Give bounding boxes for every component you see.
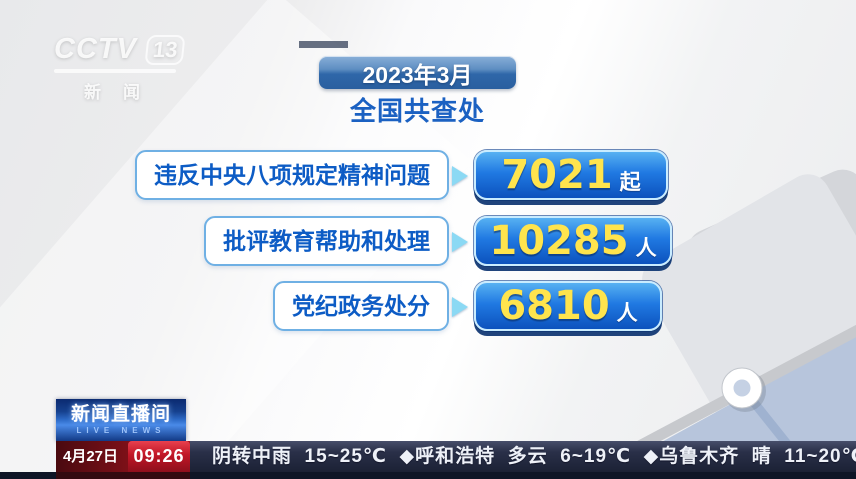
time-panel: 09:26 — [128, 441, 190, 472]
arrow-right-icon — [452, 232, 468, 252]
channel-bug-caption: 新闻 — [84, 83, 162, 102]
weather-ticker-text: 阴转中雨 15~25℃ ◆呼和浩特 多云 6~19℃ ◆乌鲁木齐 晴 11~20… — [212, 446, 856, 467]
stat-row-2: 批评教育帮助和处理 10285 人 — [0, 216, 856, 272]
stat-value-box: 7021 起 — [474, 150, 668, 200]
channel-bug-underline — [54, 69, 176, 73]
channel-number: 13 — [144, 34, 187, 65]
stat-value-box: 10285 人 — [474, 216, 672, 266]
arrow-right-icon — [452, 297, 468, 317]
datetime-bar: 4月27日 09:26 — [56, 441, 190, 472]
stat-row-1: 违反中央八项规定精神问题 7021 起 — [0, 150, 856, 206]
background-artifact — [299, 41, 348, 48]
stat-label: 党纪政务处分 — [273, 281, 449, 331]
stat-number: 10285 — [489, 218, 629, 264]
weather-ticker: 阴转中雨 15~25℃ ◆呼和浩特 多云 6~19℃ ◆乌鲁木齐 晴 11~20… — [190, 441, 856, 472]
cctv-logo-text: CCTV — [54, 33, 137, 65]
stat-label: 批评教育帮助和处理 — [204, 216, 449, 266]
headline-subtitle: 全国共查处 — [349, 96, 485, 126]
period-pill: 2023年3月 — [319, 56, 516, 89]
stat-row-3: 党纪政务处分 6810 人 — [0, 281, 856, 337]
stat-label: 违反中央八项规定精神问题 — [135, 150, 449, 200]
stat-number: 6810 — [498, 283, 610, 329]
bottom-strip-red-segment — [56, 472, 190, 479]
stat-unit: 起 — [619, 171, 641, 194]
location-pin-hole — [733, 379, 751, 397]
stat-unit: 人 — [616, 302, 638, 325]
arrow-right-icon — [452, 166, 468, 186]
program-logo: 新闻直播间 LIVE NEWS — [56, 399, 186, 441]
program-subtitle: LIVE NEWS — [76, 426, 166, 435]
channel-bug: CCTV 13 新闻 — [54, 33, 187, 103]
time-text: 09:26 — [133, 446, 185, 466]
date-text: 4月27日 — [63, 448, 119, 465]
bottom-strip — [0, 472, 856, 479]
stat-unit: 人 — [635, 237, 657, 260]
program-title: 新闻直播间 — [70, 404, 171, 425]
channel-bug-row: CCTV 13 — [54, 33, 187, 66]
stat-number: 7021 — [501, 152, 613, 198]
stat-value-box: 6810 人 — [474, 281, 662, 331]
